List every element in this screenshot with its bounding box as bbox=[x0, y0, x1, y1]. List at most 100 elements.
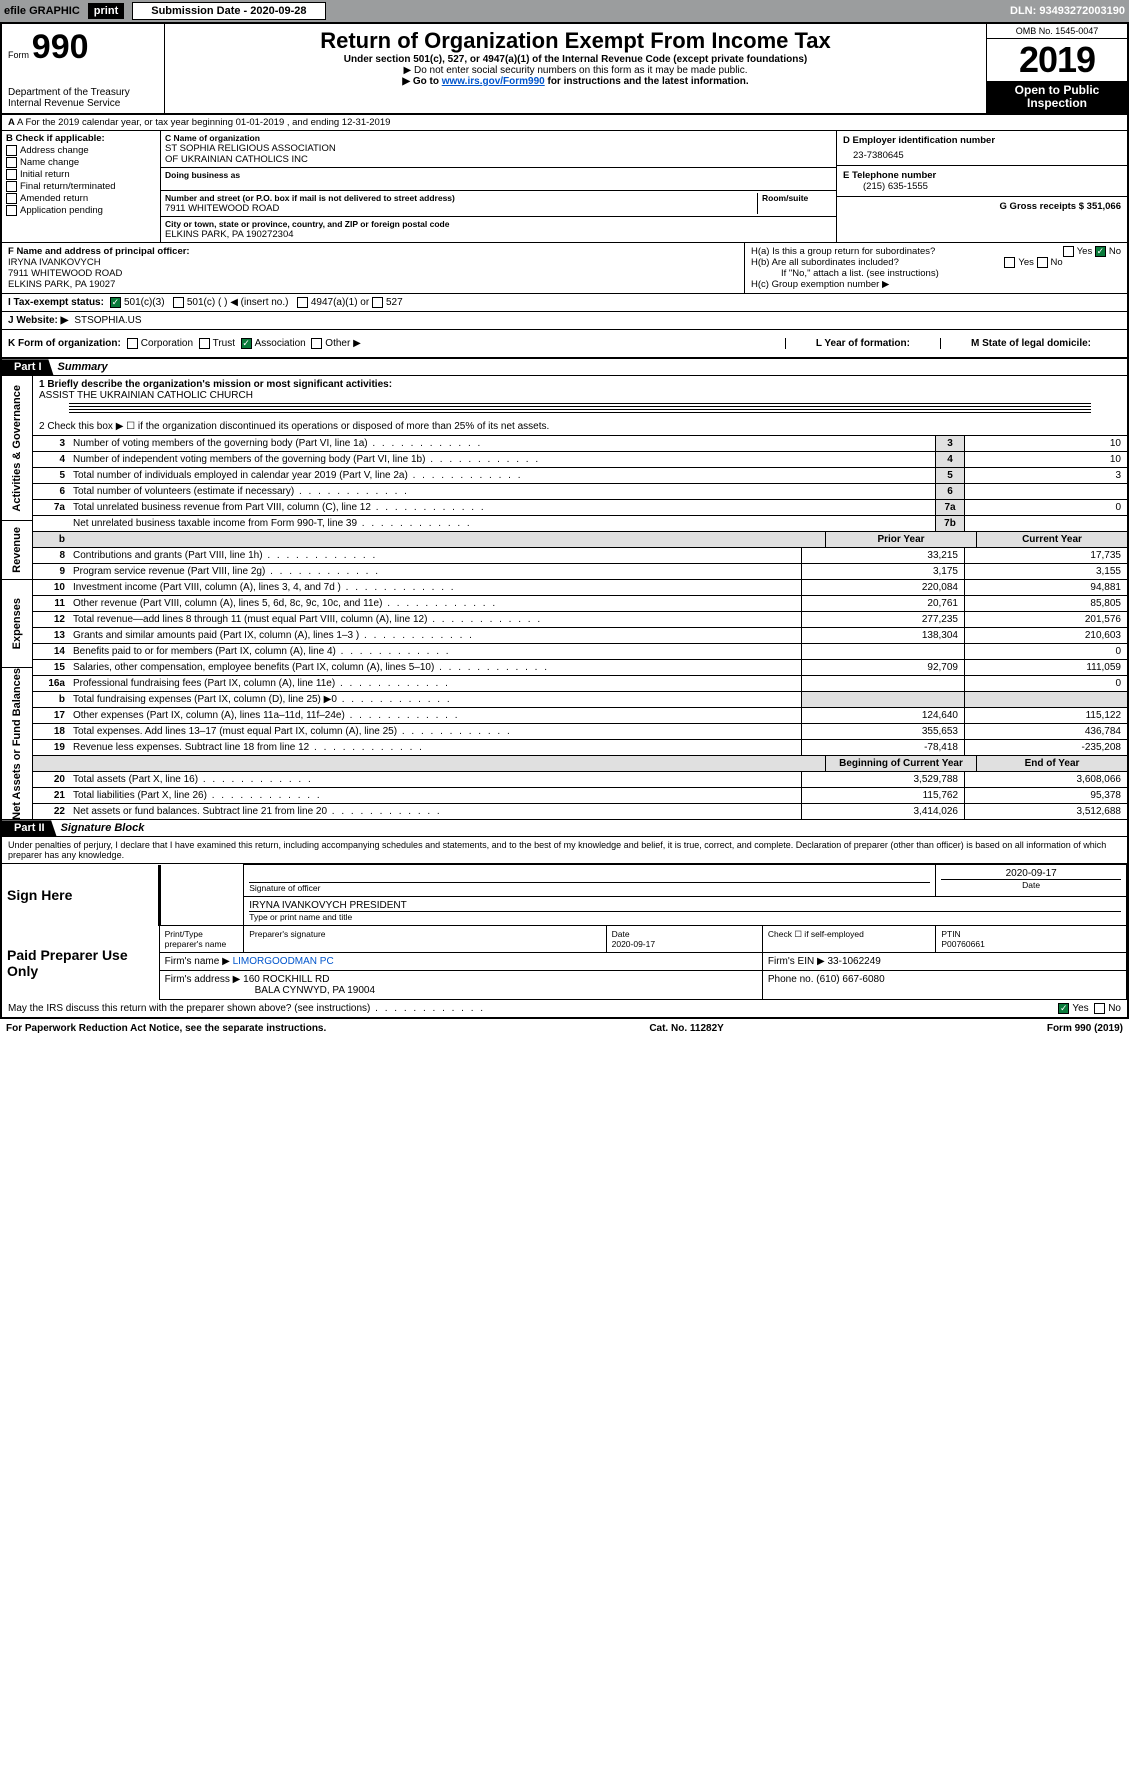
row-text: Total liabilities (Part X, line 26) bbox=[69, 788, 801, 803]
row-num: 7a bbox=[33, 500, 69, 515]
omb-number: OMB No. 1545-0047 bbox=[987, 24, 1127, 39]
501c-other-label: 501(c) ( ) ◀ (insert no.) bbox=[187, 297, 289, 308]
row-text: Program service revenue (Part VIII, line… bbox=[69, 564, 801, 579]
checkbox-icon[interactable] bbox=[173, 297, 184, 308]
room-label: Room/suite bbox=[762, 193, 832, 203]
current-val: 94,881 bbox=[964, 580, 1127, 595]
corp-label: Corporation bbox=[141, 338, 193, 349]
org-street: 7911 WHITEWOOD ROAD bbox=[165, 203, 757, 214]
hc-label: H(c) Group exemption number ▶ bbox=[751, 279, 1121, 290]
section-b-checkboxes: B Check if applicable: Address change Na… bbox=[2, 131, 161, 242]
chk-final-return[interactable]: Final return/terminated bbox=[6, 181, 156, 192]
trust-label: Trust bbox=[213, 338, 235, 349]
ha-label: H(a) Is this a group return for subordin… bbox=[751, 246, 935, 257]
summary-row: 18 Total expenses. Add lines 13–17 (must… bbox=[33, 723, 1127, 739]
chk-amended[interactable]: Amended return bbox=[6, 193, 156, 204]
summary-row: 20 Total assets (Part X, line 16) 3,529,… bbox=[33, 771, 1127, 787]
prior-val: 277,235 bbox=[801, 612, 964, 627]
footer-left: For Paperwork Reduction Act Notice, see … bbox=[6, 1023, 326, 1034]
row-text: Contributions and grants (Part VIII, lin… bbox=[69, 548, 801, 563]
checkbox-checked-icon[interactable] bbox=[110, 297, 121, 308]
ptin-cell: PTIN P00760661 bbox=[936, 926, 1127, 953]
prior-val: 355,653 bbox=[801, 724, 964, 739]
discuss-row: May the IRS discuss this return with the… bbox=[2, 1000, 1127, 1017]
side-tabs: Activities & Governance Revenue Expenses… bbox=[2, 376, 33, 819]
row-num: 15 bbox=[33, 660, 69, 675]
chk-initial-return[interactable]: Initial return bbox=[6, 169, 156, 180]
summary-row: 3 Number of voting members of the govern… bbox=[33, 435, 1127, 451]
print-button[interactable]: print bbox=[88, 3, 124, 19]
ein-label: D Employer identification number bbox=[843, 135, 1121, 146]
summary-content: 1 Briefly describe the organization's mi… bbox=[33, 376, 1127, 819]
current-val: 3,155 bbox=[964, 564, 1127, 579]
checkbox-icon[interactable] bbox=[1094, 1003, 1105, 1014]
summary-row: 13 Grants and similar amounts paid (Part… bbox=[33, 627, 1127, 643]
officer-name-title: IRYNA IVANKOVYCH PRESIDENT bbox=[249, 900, 1121, 911]
checkbox-icon[interactable] bbox=[297, 297, 308, 308]
type-name-label: Type or print name and title bbox=[249, 911, 1121, 922]
checkbox-icon bbox=[6, 145, 17, 156]
prior-val: 115,762 bbox=[801, 788, 964, 803]
form-word: Form bbox=[8, 50, 29, 60]
assoc-label: Association bbox=[255, 338, 306, 349]
goto-pre: ▶ Go to bbox=[402, 76, 441, 87]
checkbox-checked-icon[interactable] bbox=[1058, 1003, 1069, 1014]
header-right: OMB No. 1545-0047 2019 Open to Public In… bbox=[987, 24, 1127, 113]
shade-cell bbox=[801, 692, 964, 707]
section-b-header: B Check if applicable: bbox=[6, 133, 156, 144]
submission-date: Submission Date - 2020-09-28 bbox=[132, 2, 325, 20]
row-a-tax-year: A A For the 2019 calendar year, or tax y… bbox=[2, 115, 1127, 131]
part-1-tag: Part I bbox=[2, 359, 54, 375]
irs-link[interactable]: www.irs.gov/Form990 bbox=[442, 76, 545, 87]
goto-post: for instructions and the latest informat… bbox=[545, 76, 749, 87]
chk-address-change[interactable]: Address change bbox=[6, 145, 156, 156]
efile-top-bar: efile GRAPHIC print Submission Date - 20… bbox=[0, 0, 1129, 22]
phone-label: E Telephone number bbox=[843, 170, 1121, 181]
row-text: Grants and similar amounts paid (Part IX… bbox=[69, 628, 801, 643]
row-box: 3 bbox=[935, 436, 964, 451]
checkbox-icon[interactable] bbox=[1037, 257, 1048, 268]
footer-cat-no: Cat. No. 11282Y bbox=[649, 1023, 723, 1034]
firm-phone-cell: Phone no. (610) 667-6080 bbox=[762, 971, 1126, 1000]
discuss-text: May the IRS discuss this return with the… bbox=[8, 1003, 485, 1014]
hb-note: If "No," attach a list. (see instruction… bbox=[751, 268, 1121, 279]
current-val: 3,608,066 bbox=[964, 772, 1127, 787]
chk-app-pending[interactable]: Application pending bbox=[6, 205, 156, 216]
checkbox-checked-icon[interactable] bbox=[241, 338, 252, 349]
checkbox-checked-icon[interactable] bbox=[1095, 246, 1106, 257]
q1-value: ASSIST THE UKRAINIAN CATHOLIC CHURCH bbox=[39, 390, 253, 401]
opt-label: Amended return bbox=[20, 193, 88, 204]
checkbox-icon[interactable] bbox=[311, 338, 322, 349]
section-h-group-return: H(a) Is this a group return for subordin… bbox=[745, 243, 1127, 293]
shade-fill bbox=[69, 532, 825, 547]
checkbox-icon[interactable] bbox=[1004, 257, 1015, 268]
part-2-header: Part II Signature Block bbox=[2, 819, 1127, 837]
summary-row: 10 Investment income (Part VIII, column … bbox=[33, 579, 1127, 595]
section-f-officer: F Name and address of principal officer:… bbox=[2, 243, 745, 293]
checkbox-icon[interactable] bbox=[199, 338, 210, 349]
org-name-2: OF UKRAINIAN CATHOLICS INC bbox=[165, 154, 832, 165]
firm-name-link[interactable]: LIMORGOODMAN PC bbox=[233, 956, 334, 967]
org-name-1: ST SOPHIA RELIGIOUS ASSOCIATION bbox=[165, 143, 832, 154]
row-text: Net assets or fund balances. Subtract li… bbox=[69, 804, 801, 819]
row-num: 21 bbox=[33, 788, 69, 803]
ptin-header: PTIN bbox=[941, 929, 960, 939]
firm-name-label: Firm's name ▶ bbox=[165, 956, 230, 967]
checkbox-icon[interactable] bbox=[127, 338, 138, 349]
checkbox-icon[interactable] bbox=[1063, 246, 1074, 257]
summary-row: 4 Number of independent voting members o… bbox=[33, 451, 1127, 467]
current-val: 0 bbox=[964, 644, 1127, 659]
current-val: 0 bbox=[964, 676, 1127, 691]
yes-label: Yes bbox=[1077, 246, 1093, 257]
row-num: 14 bbox=[33, 644, 69, 659]
sig-officer-label: Signature of officer bbox=[249, 882, 930, 893]
row-num: 9 bbox=[33, 564, 69, 579]
row-k-l-m: K Form of organization: Corporation Trus… bbox=[2, 330, 1127, 358]
i-label: I Tax-exempt status: bbox=[8, 297, 104, 308]
summary-row: 9 Program service revenue (Part VIII, li… bbox=[33, 563, 1127, 579]
current-val: 201,576 bbox=[964, 612, 1127, 627]
opt-label: Address change bbox=[20, 145, 89, 156]
sig-arrow bbox=[159, 865, 244, 926]
checkbox-icon[interactable] bbox=[372, 297, 383, 308]
chk-name-change[interactable]: Name change bbox=[6, 157, 156, 168]
